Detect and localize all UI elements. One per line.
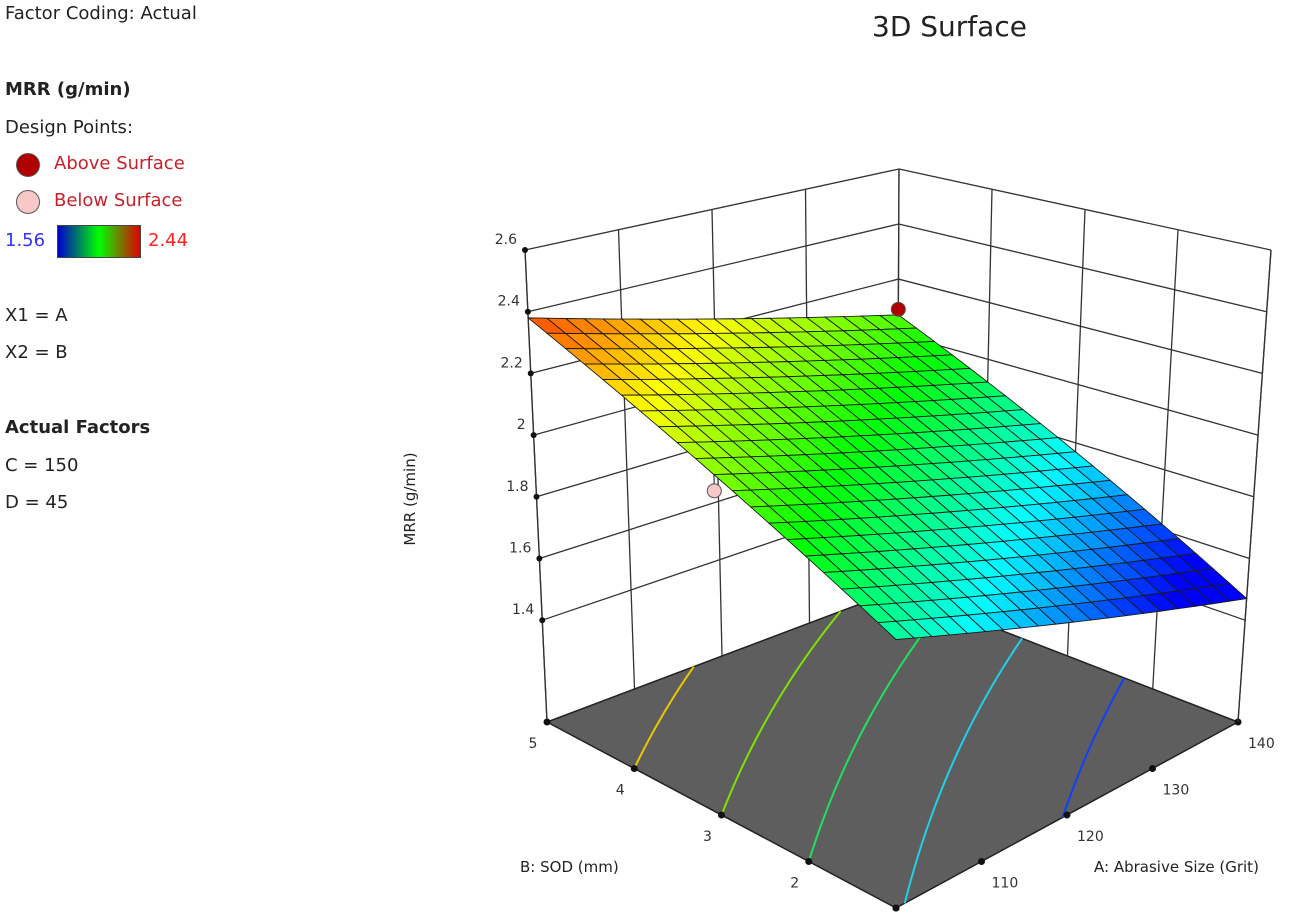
design-points-label: Design Points: [5,117,134,138]
x-tick [978,858,985,865]
z-tick [527,370,534,377]
z-tick-label: 1.6 [509,540,531,556]
z-tick [530,432,537,439]
factor-c: C = 150 [5,455,79,476]
design-point-above [890,301,906,317]
floor-plane [545,589,1240,909]
above-surface-marker-icon [16,153,40,177]
contour-line [720,610,842,816]
x-tick [1063,811,1071,819]
factor-d: D = 45 [5,492,69,513]
z-tick-label: 2 [517,417,526,433]
factor-coding: Factor Coding: Actual [5,3,197,24]
chart-title: 3D Surface [872,10,1027,43]
y-tick-label: 3 [703,829,712,845]
y-tick-label: 5 [529,736,538,752]
response-name: MRR (g/min) [5,79,131,100]
above-surface-label: Above Surface [54,153,185,174]
y-tick [630,765,638,772]
colorbar-max: 2.44 [148,230,189,251]
x-tick-label: 130 [1163,783,1190,799]
x2-mapping: X2 = B [5,342,68,363]
colorbar-min: 1.56 [5,230,46,251]
x1-mapping: X1 = A [5,305,68,326]
right-wall-gridline [1152,229,1179,690]
x-tick-label: 140 [1248,736,1275,752]
z-tick-label: 2.2 [500,355,522,371]
z-tick [539,617,546,624]
z-tick [536,555,543,562]
left-wall-gridline [617,229,636,690]
actual-factors-heading: Actual Factors [5,417,151,438]
x-tick [1149,765,1156,772]
design-point-below [706,483,722,499]
y-tick-label: 2 [790,876,799,892]
z-tick-label: 1.4 [512,602,534,618]
below-surface-marker-icon [16,190,40,214]
y-tick-label: 4 [616,783,625,799]
right-edge-line [1237,249,1272,723]
z-tick-label: 2.6 [495,232,517,248]
x-tick-label: 110 [992,876,1019,892]
z-tick [522,247,528,253]
x-axis-label: A: Abrasive Size (Grit) [1094,858,1259,876]
y-tick [805,858,813,865]
z-tick [524,308,531,315]
x-tick [892,904,900,912]
contour-line [1061,677,1126,818]
surface-cell [876,620,915,640]
x-tick-label: 120 [1077,829,1104,845]
y-tick [543,718,551,726]
z-tick-label: 2.4 [498,294,520,310]
z-axis-line [524,249,548,723]
contour-line [633,666,695,769]
colorbar [57,225,141,258]
contour-line [903,637,1023,904]
below-surface-label: Below Surface [54,190,183,211]
z-tick [533,493,540,500]
y-tick [718,811,725,819]
contour-line [807,606,944,862]
y-axis-label: B: SOD (mm) [520,858,619,876]
z-tick-label: 1.8 [506,479,528,495]
